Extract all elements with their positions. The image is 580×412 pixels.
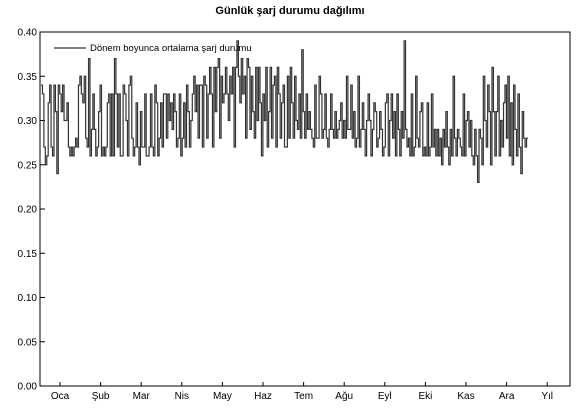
- x-tick-label: Ara: [499, 391, 515, 402]
- y-tick-label: 0.10: [18, 293, 38, 304]
- x-tick-label: Mar: [133, 391, 151, 402]
- y-axis: 0.00 0.05 0.10 0.15 0.20 0.25 0.30 0.35 0.40: [18, 28, 45, 393]
- x-tick-label: Eyl: [378, 391, 392, 402]
- x-tick-label: Tem: [294, 391, 313, 402]
- x-axis: Oca Şub Mar Nis May Haz Tem Ağu Eyl Eki Kas Ara Yıl: [51, 382, 553, 402]
- series-group: [41, 40, 528, 184]
- x-tick-label: Haz: [254, 391, 272, 402]
- x-tick-label: Ağu: [335, 391, 353, 402]
- y-tick-label: 0.15: [18, 249, 38, 260]
- x-tick-label: Oca: [51, 391, 70, 402]
- x-tick-label: Kas: [457, 391, 474, 402]
- x-tick-label: May: [213, 391, 232, 402]
- x-tick-label: Şub: [92, 391, 110, 402]
- x-tick-label: Nis: [175, 391, 189, 402]
- y-tick-label: 0.30: [18, 116, 38, 127]
- y-tick-label: 0.25: [18, 160, 38, 171]
- x-tick-label: Eki: [418, 391, 432, 402]
- legend-label: Dönem boyunca ortalama şarj durumu: [90, 43, 252, 54]
- chart-title: Günlük şarj durumu dağılımı: [215, 5, 365, 17]
- y-tick-label: 0.00: [18, 382, 38, 393]
- y-tick-label: 0.35: [18, 72, 38, 83]
- y-tick-label: 0.20: [18, 205, 38, 216]
- y-tick-label: 0.05: [18, 337, 38, 348]
- series-line: [41, 40, 528, 184]
- y-tick-label: 0.40: [18, 28, 38, 39]
- legend: Dönem boyunca ortalama şarj durumu: [54, 43, 252, 54]
- x-tick-label: Yıl: [541, 391, 553, 402]
- plot-area-frame: [39, 31, 571, 387]
